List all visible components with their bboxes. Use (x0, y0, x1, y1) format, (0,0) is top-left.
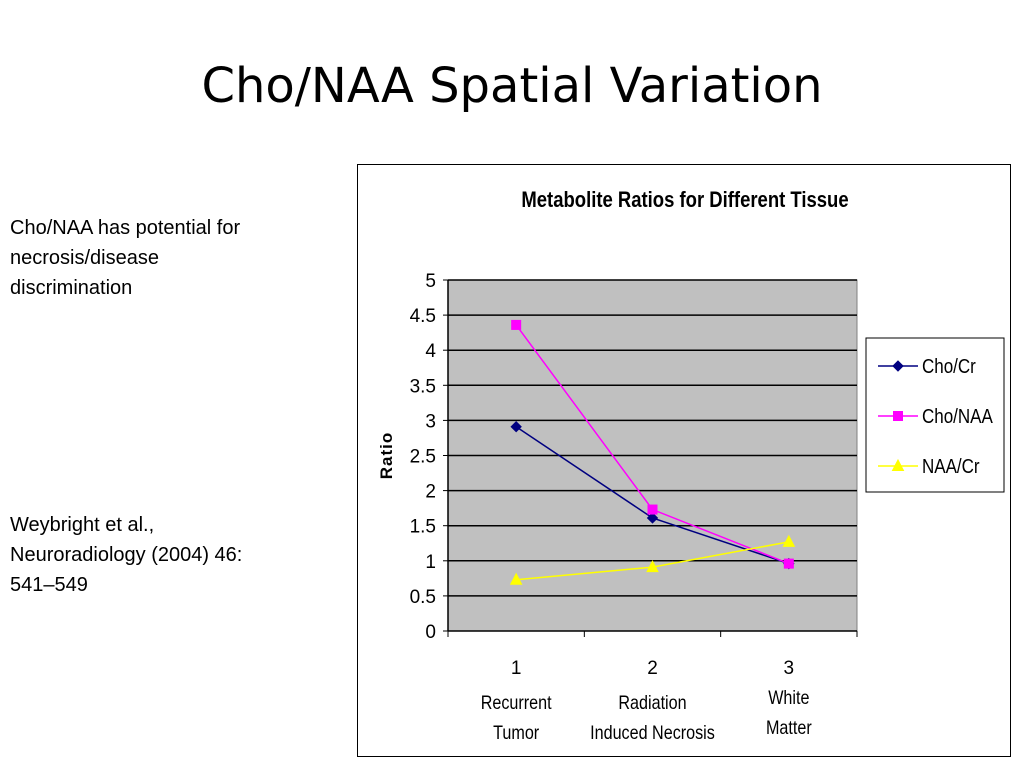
chart-title: Metabolite Ratios for Different Tissue (521, 187, 849, 212)
y-tick-label: 3.5 (410, 376, 436, 397)
x-tick-label: 1 (511, 658, 522, 679)
x-category-name: White (768, 687, 809, 709)
x-category-name: Recurrent (481, 692, 552, 714)
data-point (510, 421, 522, 433)
data-point (647, 504, 658, 515)
y-tick-label: 1 (425, 552, 436, 573)
x-category-name: Radiation (618, 692, 686, 714)
data-point (783, 558, 794, 569)
side-note: Cho/NAA has potential for necrosis/disea… (10, 217, 241, 299)
legend-marker (893, 411, 903, 421)
x-category-name: Matter (766, 717, 812, 739)
y-tick-label: 0 (425, 622, 436, 643)
x-tick-label: 2 (647, 658, 658, 679)
y-tick-label: 4 (425, 341, 436, 362)
y-axis-title: Ratio (377, 432, 396, 480)
data-point (782, 534, 796, 547)
legend-label: Cho/Cr (922, 355, 976, 378)
y-tick-label: 1.5 (410, 517, 436, 538)
x-category-name: Induced Necrosis (590, 722, 715, 744)
data-point (646, 560, 659, 573)
y-tick-label: 5 (425, 271, 436, 292)
citation: Weybright et al., Neuroradiology (2004) … (10, 514, 243, 596)
y-tick-label: 4.5 (410, 306, 436, 327)
data-point (646, 512, 659, 524)
chart-svg: 0 0.5 1 1.5 2 2.5 3 3.5 4 4.5 5 1 Recurrent Tumor 2 Rad… (377, 271, 1005, 744)
x-tick-label: 3 (784, 658, 795, 679)
data-point (509, 572, 523, 585)
data-point (511, 319, 522, 330)
y-tick-label: 0.5 (410, 587, 436, 608)
slide-title: Cho/NAA Spatial Variation (201, 58, 823, 114)
legend-marker (891, 458, 905, 471)
legend-label: NAA/Cr (922, 455, 980, 478)
y-tick-label: 2 (425, 482, 436, 503)
chart-frame: Metabolite Ratios for Different Tissue 0… (357, 164, 1011, 757)
legend-label: Cho/NAA (922, 405, 993, 428)
y-tick-label: 2.5 (410, 447, 436, 468)
x-category-name: Tumor (493, 722, 539, 744)
legend-marker (892, 360, 904, 372)
y-tick-label: 3 (425, 411, 436, 432)
